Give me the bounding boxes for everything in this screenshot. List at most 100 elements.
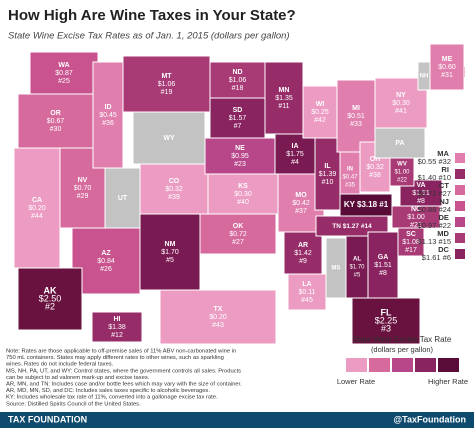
state-abbr: NE — [235, 145, 245, 152]
state-tax: $1.00 — [394, 170, 410, 176]
state-rank: #2 — [45, 301, 55, 311]
title: How High Are Wine Taxes in Your State? — [8, 7, 296, 24]
callout-abbr: DC — [438, 245, 449, 254]
state — [283, 231, 323, 275]
state-abbr: AR — [298, 242, 308, 249]
state-abbr: MO — [295, 192, 307, 199]
state-abbr: SD — [233, 107, 243, 114]
legend-swatch — [415, 358, 436, 372]
state — [209, 61, 266, 99]
state-abbr: PA — [395, 140, 404, 147]
state-abbr: OK — [233, 223, 244, 230]
note-line: AR, MN, and TN: Includes case and/or bot… — [6, 382, 242, 388]
state-abbr: IN — [347, 167, 353, 173]
state — [374, 127, 426, 159]
state-callout — [455, 217, 465, 227]
state-abbr: FL — [381, 307, 392, 317]
state-rank: #18 — [232, 85, 244, 92]
state-abbr: MS — [332, 266, 341, 272]
state-abbr: OH — [370, 156, 381, 163]
callout-abbr: DE — [438, 213, 448, 222]
state-abbr: WV — [397, 162, 407, 168]
state-rank: #37 — [295, 208, 307, 215]
state-tax: $0.32 — [165, 186, 183, 193]
state-tax: $1.35 — [275, 95, 293, 102]
state-rank: #43 — [212, 322, 224, 329]
state — [199, 213, 277, 255]
callout-label: MD $1.13 #15 — [418, 229, 451, 246]
state-abbr: NC — [411, 206, 421, 213]
state-tax: $1.39 — [319, 171, 337, 178]
note-line: can be subject to ad valorem mark-up and… — [6, 375, 150, 381]
state-abbr: SC — [406, 231, 416, 238]
state-rank: #25 — [58, 78, 70, 85]
callout-label: CT $0.72 #27 — [418, 181, 451, 198]
state-tax: $1.70 — [161, 249, 179, 256]
state-tax: $0.72 — [229, 231, 247, 238]
state-rank: #9 — [299, 258, 307, 265]
state-label: TN $1.27 #14 — [332, 223, 372, 230]
state-rank: #21 — [410, 222, 422, 229]
state-tax: $1.38 — [108, 324, 126, 331]
state — [399, 179, 443, 207]
state-rank: #5 — [166, 257, 174, 264]
state-abbr: LA — [302, 281, 311, 288]
state-rank: #35 — [345, 183, 356, 189]
state-rank: #27 — [232, 239, 244, 246]
note-line: MS, NH, PA, UT, and WY: Control states, … — [6, 368, 241, 374]
note-line: 750 mL containers. States may apply diff… — [6, 355, 224, 361]
state-tax: $0.30 — [392, 100, 410, 107]
state-rank: #8 — [417, 198, 425, 205]
state-abbr: VA — [416, 182, 425, 189]
note-line: Note: Rates are those applicable to off-… — [6, 349, 236, 355]
state — [397, 227, 425, 257]
callout-tax: $0.88 — [418, 205, 437, 214]
state-rank: #44 — [31, 213, 43, 220]
state-tax: $1.42 — [294, 250, 312, 257]
state-callout — [455, 153, 465, 163]
state-abbr: IL — [324, 163, 331, 170]
state-rank: #5 — [354, 273, 361, 279]
callout-rank: #15 — [438, 237, 451, 246]
legend-low: Lower Rate — [337, 377, 375, 386]
state-abbr: AK — [44, 285, 57, 295]
state-abbr: KS — [238, 183, 248, 190]
state-rank: #7 — [234, 123, 242, 130]
callout-abbr: NJ — [439, 197, 449, 206]
state — [71, 227, 141, 295]
state-callout — [455, 201, 465, 211]
state-tax: $0.51 — [347, 113, 365, 120]
state — [92, 61, 124, 169]
callout-rank: #6 — [443, 253, 451, 262]
note-line: KY: Includes wholesale tax rate of 11%, … — [6, 395, 218, 401]
state — [336, 79, 376, 153]
state — [91, 311, 143, 343]
state-tax: $0.32 — [366, 164, 384, 171]
state-rank: #45 — [301, 297, 313, 304]
state-tax: $1.06 — [158, 81, 176, 88]
state-callout — [455, 185, 465, 195]
state-callout — [455, 169, 465, 179]
state-tax: $0.87 — [55, 70, 73, 77]
state-rank: #22 — [397, 178, 408, 184]
state-tax: $0.20 — [209, 314, 227, 321]
state-rank: #33 — [350, 121, 362, 128]
state-rank: #17 — [405, 247, 417, 254]
state-tax: $0.11 — [299, 289, 316, 296]
state-abbr: ID — [105, 104, 112, 111]
footer-bar — [0, 412, 474, 428]
callout-label: RI $1.40 #10 — [418, 165, 451, 182]
state-abbr: NV — [78, 177, 88, 184]
state — [104, 167, 141, 229]
state — [17, 267, 83, 331]
state-rank: #14 — [361, 223, 372, 230]
state-abbr: AZ — [101, 250, 111, 257]
state-abbr: TX — [214, 306, 223, 313]
legend-swatch — [369, 358, 390, 372]
state-abbr: NM — [165, 241, 176, 248]
state-abbr: CO — [169, 178, 180, 185]
subtitle: State Wine Excise Tax Rates as of Jan. 1… — [8, 31, 290, 42]
state-abbr: HI — [114, 316, 121, 323]
state-tax: $1.06 — [229, 77, 247, 84]
state-tax: $0.42 — [292, 200, 310, 207]
